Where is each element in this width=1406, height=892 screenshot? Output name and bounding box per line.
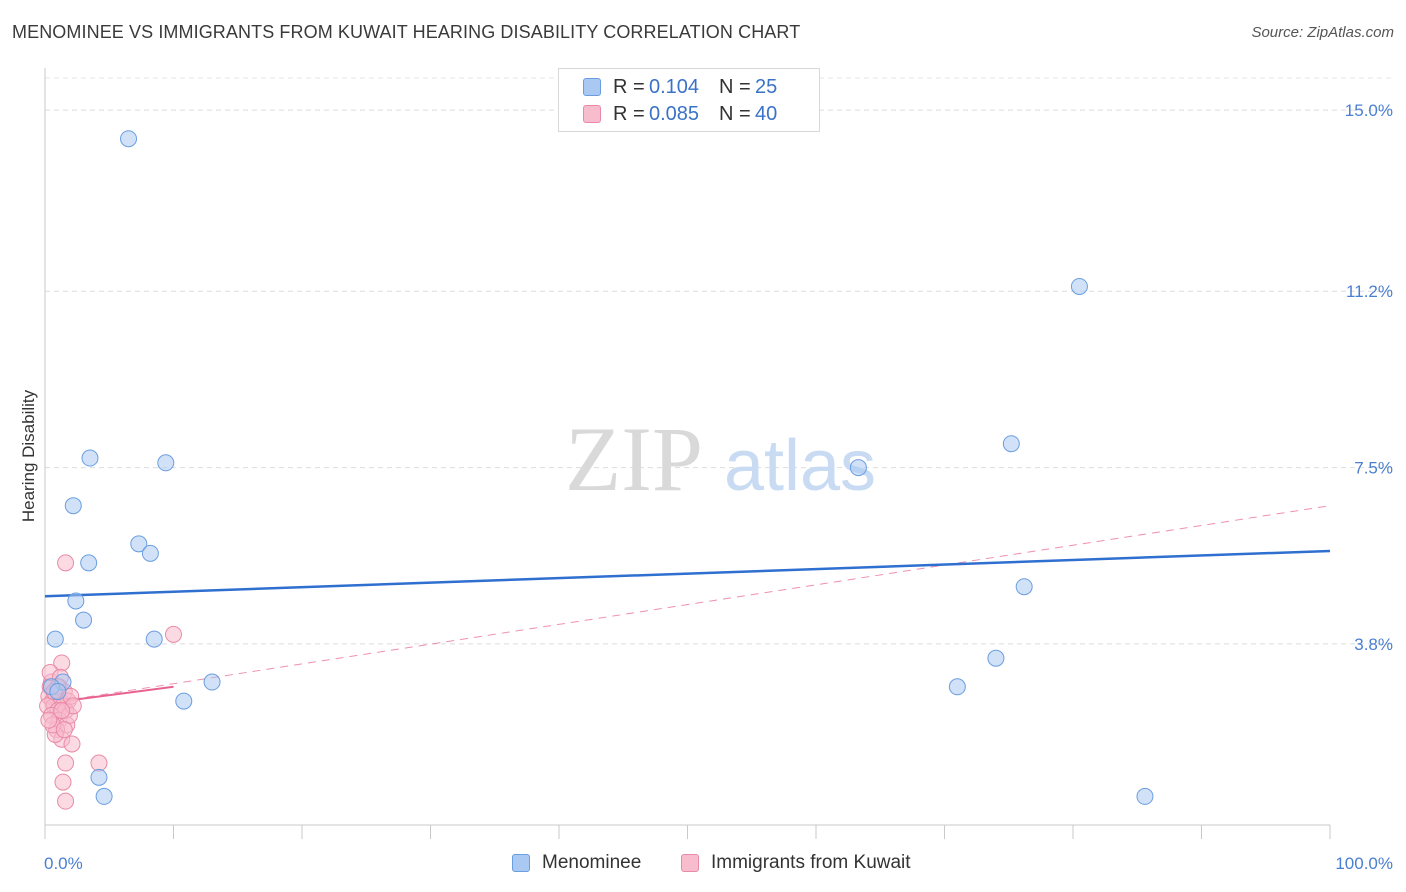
kuwait-trend-dashed bbox=[44, 505, 1331, 704]
kuwait-point bbox=[53, 702, 71, 720]
menominee-point bbox=[75, 611, 93, 629]
menominee-point bbox=[64, 497, 82, 515]
menominee-point bbox=[80, 554, 98, 572]
menominee-point bbox=[95, 787, 113, 805]
source-label: Source: ZipAtlas.com bbox=[1251, 24, 1394, 41]
legend-r-value: 0.104 bbox=[649, 75, 700, 98]
menominee-point bbox=[67, 592, 85, 610]
y-tick-label: 15.0% bbox=[1345, 101, 1393, 120]
menominee-point bbox=[49, 683, 67, 701]
legend-r-label: R = bbox=[613, 102, 645, 125]
series-legend-kuwait: Immigrants from Kuwait bbox=[681, 852, 911, 874]
legend-n-label: N = bbox=[719, 102, 751, 125]
menominee-point bbox=[849, 459, 867, 477]
menominee-point bbox=[1070, 277, 1088, 295]
kuwait-point bbox=[55, 721, 73, 739]
y-tick-label: 7.5% bbox=[1354, 459, 1393, 478]
chart-title: MENOMINEE VS IMMIGRANTS FROM KUWAIT HEAR… bbox=[12, 22, 801, 42]
legend-swatch-kuwait bbox=[583, 105, 601, 123]
y-tick-label: 3.8% bbox=[1354, 635, 1393, 654]
watermark: ZIP atlas bbox=[565, 408, 876, 510]
x-tick-label: 0.0% bbox=[44, 854, 83, 873]
legend-swatch-menominee bbox=[583, 78, 601, 96]
kuwait-point bbox=[57, 792, 75, 810]
series-legend: Menominee Immigrants from Kuwait bbox=[0, 852, 1406, 878]
menominee-point bbox=[948, 678, 966, 696]
legend-row-kuwait: R = 0.085 N = 40 bbox=[583, 102, 777, 126]
menominee-point bbox=[141, 544, 159, 562]
legend-r-value: 0.085 bbox=[649, 102, 700, 125]
kuwait-point bbox=[63, 735, 81, 753]
menominee-point bbox=[145, 630, 163, 648]
series-legend-menominee: Menominee bbox=[512, 852, 641, 874]
menominee-point bbox=[175, 692, 193, 710]
kuwait-point bbox=[57, 754, 75, 772]
series-swatch-menominee bbox=[512, 854, 530, 872]
legend-r-label: R = bbox=[613, 75, 645, 98]
legend-n-value: 40 bbox=[755, 102, 778, 125]
trend-lines bbox=[44, 505, 1331, 705]
kuwait-point bbox=[54, 773, 72, 791]
menominee-point bbox=[203, 673, 221, 691]
menominee-point bbox=[90, 768, 108, 786]
kuwait-point bbox=[40, 711, 58, 729]
correlation-legend: R = 0.104 N = 25 R = 0.085 N = 40 bbox=[558, 68, 820, 132]
legend-n-value: 25 bbox=[755, 75, 778, 98]
kuwait-point bbox=[57, 554, 75, 572]
watermark-zip: ZIP bbox=[565, 408, 703, 510]
series-label-kuwait: Immigrants from Kuwait bbox=[711, 852, 911, 873]
menominee-point bbox=[157, 454, 175, 472]
menominee-trend-line bbox=[44, 549, 1331, 598]
legend-row-menominee: R = 0.104 N = 25 bbox=[583, 75, 777, 99]
tick-labels: 3.8% 7.5% 11.2% 15.0% 0.0% 100.0% bbox=[44, 101, 1393, 873]
kuwait-point bbox=[165, 625, 182, 643]
menominee-point bbox=[81, 449, 99, 467]
x-tick-label: 100.0% bbox=[1335, 854, 1393, 873]
y-axis-label: Hearing Disability bbox=[19, 389, 38, 522]
y-tick-label: 11.2% bbox=[1346, 282, 1393, 301]
menominee-point bbox=[120, 130, 138, 148]
menominee-point bbox=[1002, 435, 1020, 453]
series-label-menominee: Menominee bbox=[542, 852, 642, 873]
menominee-point bbox=[130, 535, 148, 553]
menominee-point bbox=[1136, 787, 1154, 805]
grid-lines bbox=[45, 77, 1395, 645]
menominee-point bbox=[1015, 578, 1033, 596]
legend-n-label: N = bbox=[719, 75, 751, 98]
menominee-point bbox=[46, 630, 64, 648]
kuwait-point bbox=[90, 754, 108, 772]
series-swatch-kuwait bbox=[681, 854, 699, 872]
menominee-point bbox=[987, 649, 1005, 667]
menominee-points bbox=[42, 130, 1154, 805]
